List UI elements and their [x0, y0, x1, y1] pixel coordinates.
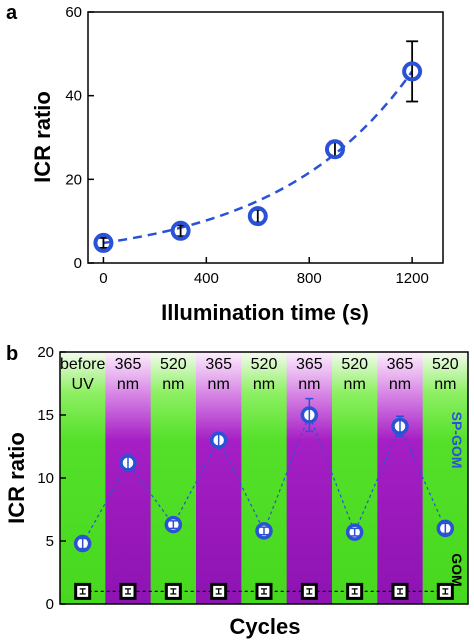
panel-a-x-tick-label: 800: [297, 270, 322, 287]
panel-b-gom-point: [210, 582, 228, 600]
panel-a-y-tick-label: 0: [74, 255, 82, 272]
panel-b-gom-point: [391, 582, 409, 600]
panel-a-fit-curve: [103, 70, 414, 245]
panel-b-gom-point: [255, 582, 273, 600]
panel-b-condition-label: before: [60, 356, 105, 373]
panel-b-condition-label: 520: [160, 356, 187, 373]
panel-b-sp-gom-point: [255, 522, 273, 540]
panel-b-condition-label: nm: [208, 376, 230, 393]
legend-gom-label: GOM: [449, 553, 465, 586]
panel-b-condition-label: nm: [253, 376, 275, 393]
panel-a-marker: [93, 232, 114, 253]
panel-b-condition-band: [241, 352, 288, 604]
panel-a-label: a: [6, 2, 18, 24]
panel-a-x-tick-label: 1200: [395, 270, 428, 287]
panel-a-data-point: [93, 232, 114, 253]
panel-b-sp-gom-point: [436, 519, 455, 538]
panel-b-y-tick-label: 15: [37, 407, 54, 424]
panel-a-data-point: [170, 220, 191, 241]
panel-b-gom-point: [74, 582, 92, 600]
panel-b-condition-label: nm: [389, 376, 411, 393]
panel-b-y-tick-label: 10: [37, 470, 54, 487]
panel-b-condition-band: [196, 352, 242, 604]
panel-b-gom-point: [346, 582, 364, 600]
panel-a-y-tick-label: 20: [65, 171, 82, 188]
panel-b-sp-gom-point: [391, 415, 409, 438]
panel-b-condition-label: nm: [434, 376, 456, 393]
panel-b-gom-point: [436, 582, 454, 600]
panel-b-condition-label: 520: [251, 356, 278, 373]
panel-b: b beforeUV365nm520nm365nm520nm365nm520nm…: [4, 343, 469, 639]
panel-a-marker: [247, 206, 268, 227]
panel-b-condition-label: nm: [344, 376, 366, 393]
panel-b-sp-gom-point: [209, 431, 228, 449]
panel-b-y-tick-label: 0: [46, 596, 54, 613]
panel-b-condition-label: 365: [205, 356, 232, 373]
panel-b-condition-band: [377, 352, 424, 604]
panel-b-gom-point: [119, 582, 137, 600]
panel-a-y-tick-label: 40: [65, 88, 82, 105]
panel-b-condition-label: 365: [387, 356, 414, 373]
panel-b-condition-label: 520: [432, 356, 459, 373]
panel-b-condition-band: [286, 352, 333, 604]
panel-a-marker: [324, 139, 345, 160]
panel-b-condition-label: UV: [72, 376, 95, 393]
panel-b-sp-gom-point: [300, 397, 319, 433]
panel-a-y-axis-title: ICR ratio: [30, 91, 55, 183]
panel-a-data-point: [324, 139, 345, 160]
panel-a: a 0 400 800 1200 0 20 40 60 Illumination time (…: [6, 2, 444, 325]
panel-b-gom-point: [300, 582, 318, 600]
panel-b-sp-gom-point: [119, 454, 137, 472]
panel-b-sp-gom-point: [345, 523, 364, 541]
panel-b-condition-band: [150, 352, 197, 604]
panel-b-condition-band: [422, 352, 469, 604]
panel-a-data-point: [247, 206, 268, 227]
panel-a-plot-frame: [87, 11, 444, 264]
panel-b-condition-label: nm: [162, 376, 184, 393]
panel-b-condition-band: [105, 352, 152, 604]
panel-b-y-tick-label: 20: [37, 344, 54, 361]
panel-b-condition-label: nm: [117, 376, 139, 393]
panel-b-y-axis-title: ICR ratio: [4, 432, 29, 524]
panel-b-condition-label: nm: [298, 376, 320, 393]
panel-a-marker: [402, 61, 423, 82]
panel-a-x-tick-label: 400: [194, 270, 219, 287]
panel-b-sp-gom-point: [164, 515, 183, 534]
panel-a-marker: [170, 220, 191, 241]
panel-b-condition-label: 365: [296, 356, 323, 373]
panel-a-data-point: [402, 40, 423, 103]
panel-b-condition-label: 520: [341, 356, 368, 373]
panel-b-label: b: [6, 343, 18, 365]
panel-a-x-tick-label: 0: [99, 270, 107, 287]
panel-b-condition-band: [332, 352, 378, 604]
panel-b-gom-point: [164, 582, 182, 600]
panel-b-condition-band: [60, 352, 106, 604]
panel-a-x-axis-title: Illumination time (s): [161, 300, 369, 325]
panel-a-y-tick-label: 60: [65, 4, 82, 21]
panel-b-condition-label: 365: [115, 356, 142, 373]
panel-b-y-tick-label: 5: [46, 533, 54, 550]
panel-b-sp-gom-point: [73, 534, 92, 553]
panel-b-x-axis-title: Cycles: [230, 614, 301, 639]
legend-sp-gom-label: SP-GOM: [449, 412, 465, 469]
